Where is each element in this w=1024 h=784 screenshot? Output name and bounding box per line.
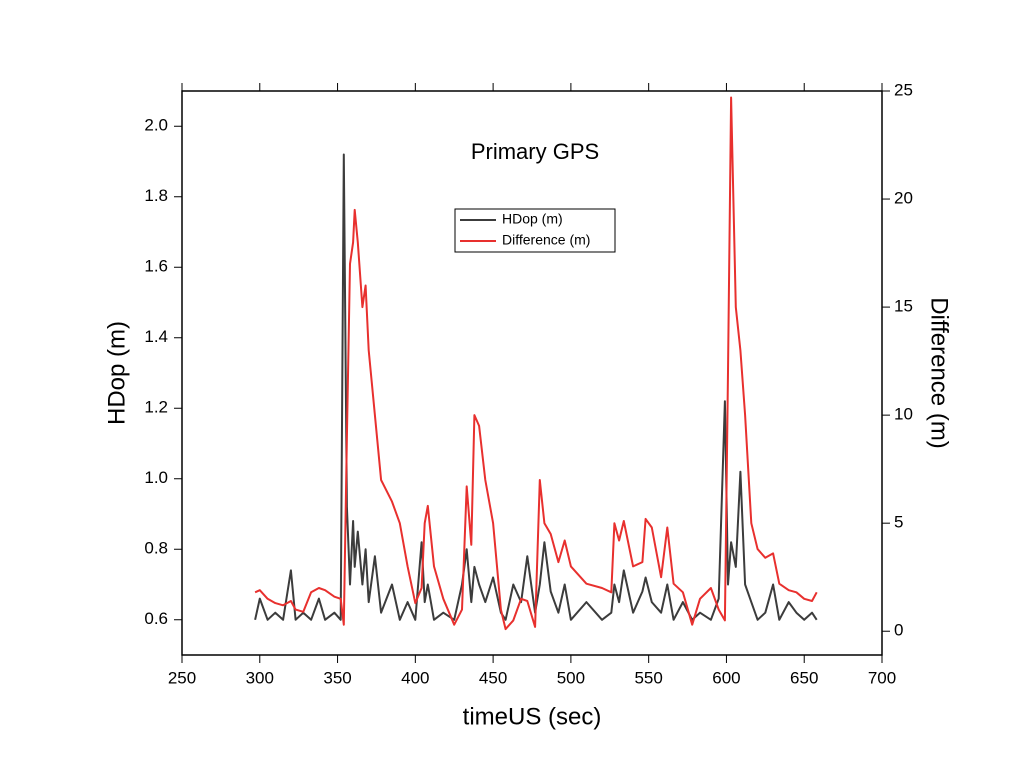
y2-tick-label: 0 bbox=[894, 621, 903, 640]
y-tick-label: 1.8 bbox=[144, 186, 168, 205]
x-axis-label: timeUS (sec) bbox=[463, 703, 602, 730]
x-tick-label: 450 bbox=[479, 668, 507, 687]
x-tick-label: 500 bbox=[557, 668, 585, 687]
y2-tick-label: 15 bbox=[894, 297, 913, 316]
legend-box bbox=[454, 208, 616, 253]
y2-tick-label: 10 bbox=[894, 405, 913, 424]
chart-title: Primary GPS bbox=[471, 139, 599, 164]
y-tick-label: 1.4 bbox=[144, 327, 168, 346]
legend-label: Difference (m) bbox=[502, 232, 590, 248]
y2-tick-label: 25 bbox=[894, 80, 913, 99]
y2-axis-label: Difference (m) bbox=[926, 297, 953, 449]
x-tick-label: 600 bbox=[712, 668, 740, 687]
legend-label: HDop (m) bbox=[502, 211, 563, 227]
x-tick-label: 250 bbox=[168, 668, 196, 687]
y-tick-label: 2.0 bbox=[144, 116, 168, 135]
y2-tick-label: 5 bbox=[894, 513, 903, 532]
x-tick-label: 700 bbox=[868, 668, 896, 687]
y-tick-label: 1.0 bbox=[144, 468, 168, 487]
x-tick-label: 300 bbox=[246, 668, 274, 687]
x-tick-label: 350 bbox=[323, 668, 351, 687]
y-tick-label: 0.8 bbox=[144, 539, 168, 558]
y-tick-label: 1.6 bbox=[144, 257, 168, 276]
series-line bbox=[254, 96, 818, 631]
x-tick-label: 650 bbox=[790, 668, 818, 687]
y-axis-label: HDop (m) bbox=[103, 321, 130, 425]
plot-frame bbox=[181, 90, 883, 656]
y-tick-label: 0.6 bbox=[144, 609, 168, 628]
y2-tick-label: 20 bbox=[894, 189, 913, 208]
y-tick-label: 1.2 bbox=[144, 398, 168, 417]
x-tick-label: 400 bbox=[401, 668, 429, 687]
x-tick-label: 550 bbox=[634, 668, 662, 687]
